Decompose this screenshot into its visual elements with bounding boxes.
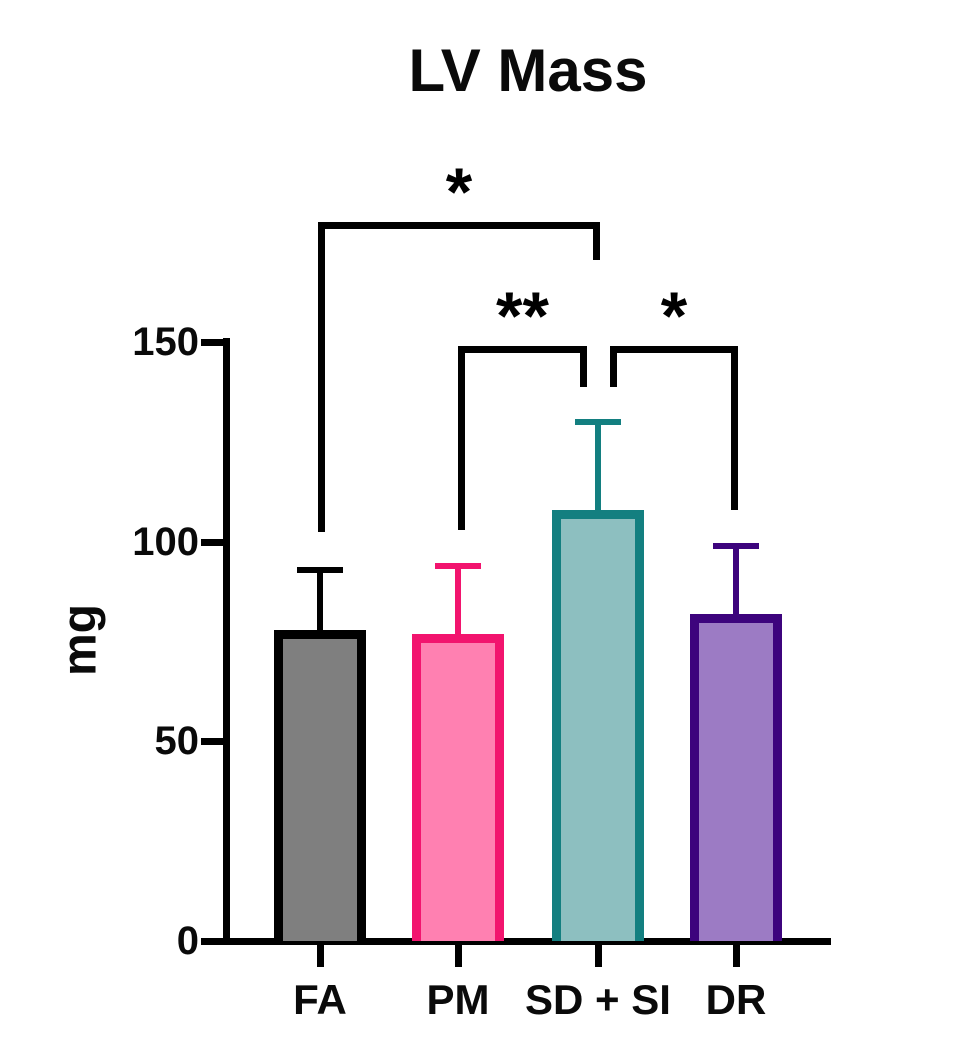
x-tick-label: PM — [426, 976, 490, 1023]
error-bar-cap — [297, 567, 343, 573]
significance-label: * — [445, 154, 473, 230]
y-tick-mark — [201, 539, 223, 546]
significance-label: * — [660, 278, 688, 354]
x-tick-mark — [733, 945, 740, 967]
significance-bracket-top — [318, 222, 600, 229]
significance-bracket-top — [458, 346, 587, 353]
error-bar-cap — [435, 563, 481, 569]
significance-bracket-right — [731, 346, 738, 510]
error-bar-line — [317, 570, 323, 642]
x-tick-label: FA — [293, 976, 347, 1023]
error-bar-cap — [575, 419, 621, 425]
x-tick-mark — [317, 945, 324, 967]
y-tick-mark — [201, 938, 223, 945]
error-bar-cap — [713, 543, 759, 549]
bar-sd-si — [552, 510, 644, 941]
y-tick-label: 0 — [176, 919, 199, 963]
x-tick-label: SD + SI — [525, 976, 671, 1023]
y-tick-mark — [201, 339, 223, 346]
chart-title: LV Mass — [408, 37, 648, 104]
significance-bracket-left — [610, 346, 617, 387]
x-tick-label: DR — [705, 976, 767, 1023]
significance-bracket-top — [610, 346, 738, 353]
y-axis-line — [223, 338, 230, 945]
significance-bracket-right — [580, 346, 587, 387]
significance-label: ** — [496, 278, 549, 354]
bar-fa — [274, 630, 366, 941]
error-bar-line — [455, 566, 461, 646]
significance-bracket-left — [458, 346, 465, 530]
y-tick-mark — [201, 738, 223, 745]
y-axis-label: mg — [53, 604, 107, 676]
bar-dr — [690, 614, 782, 941]
error-bar-line — [733, 546, 739, 626]
y-tick-label: 150 — [132, 320, 199, 364]
x-tick-mark — [455, 945, 462, 967]
significance-bracket-right — [593, 222, 600, 260]
x-tick-mark — [595, 945, 602, 967]
error-bar-line — [595, 422, 601, 522]
x-axis-line — [223, 938, 831, 945]
significance-bracket-left — [318, 222, 325, 532]
y-tick-label: 100 — [132, 520, 199, 564]
y-tick-label: 50 — [154, 719, 200, 763]
bar-pm — [412, 634, 504, 941]
